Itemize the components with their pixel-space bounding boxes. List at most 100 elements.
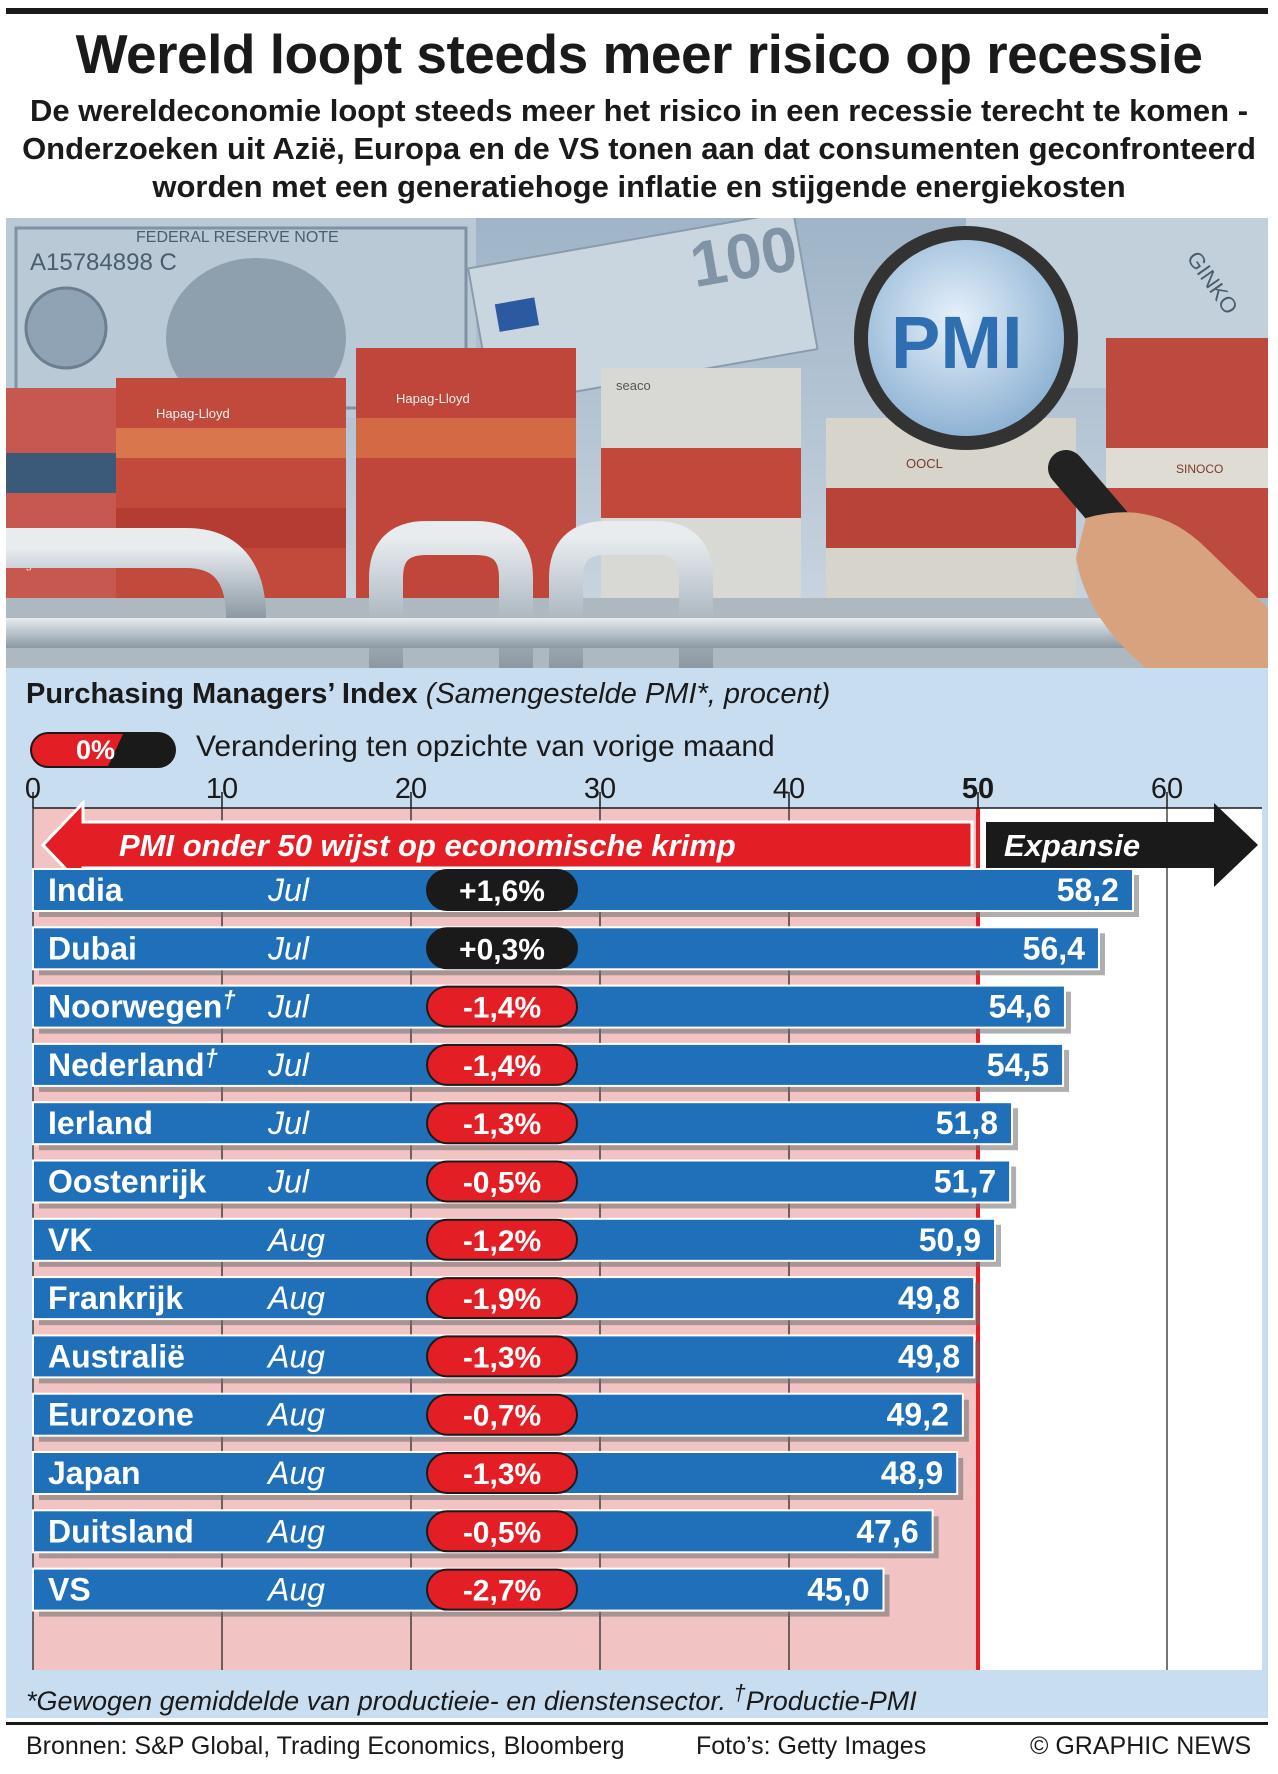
container-label-3: seaco — [616, 378, 651, 393]
bar-month-label: Aug — [266, 1513, 325, 1549]
footnote-dagger: † — [733, 1680, 746, 1705]
header-photo: A15784898 C FEDERAL RESERVE NOTE 100 GIN… — [6, 218, 1268, 668]
container-label-4: OOCL — [906, 456, 943, 471]
bar-country-label: Frankrijk — [48, 1280, 183, 1316]
change-pill-label: -0,5% — [463, 1167, 541, 1200]
change-pill — [426, 869, 578, 911]
bar-country-label: Oostenrijk — [48, 1164, 206, 1200]
x-tick-label: 50 — [962, 773, 994, 805]
footnote: *Gewogen gemiddelde van productieie- en … — [26, 1680, 917, 1717]
photo-collage: A15784898 C FEDERAL RESERVE NOTE 100 GIN… — [6, 218, 1268, 668]
legend-pill-label: 0% — [76, 735, 116, 765]
legend-pill: 0% — [30, 732, 176, 768]
page-title: Wereld loopt steeds meer risico op reces… — [75, 23, 1203, 85]
bar-country-label: Duitsland — [48, 1513, 194, 1549]
chart-title: Purchasing Managers’ Index — [26, 678, 418, 710]
bar-month-label: Aug — [266, 1222, 325, 1258]
change-pill-label: -1,4% — [463, 1050, 541, 1083]
page-subtitle: De wereldeconomie loopt steeds meer het … — [22, 93, 1256, 204]
banknote-serial: A15784898 C — [30, 249, 177, 276]
brand-credit: © GRAPHIC NEWS — [1030, 1732, 1252, 1760]
bar-value-label: 56,4 — [1023, 930, 1085, 966]
chart-header: Purchasing Managers’ Index (Samengesteld… — [26, 678, 830, 711]
expansion-arrow-label: Expansie — [1004, 828, 1140, 863]
change-pill — [426, 1335, 578, 1378]
change-pill — [426, 1393, 578, 1436]
bar-country-label: Eurozone — [48, 1397, 194, 1433]
change-pill — [426, 1160, 578, 1203]
bar-country-label: Noorwegen† — [48, 987, 236, 1025]
change-pill-label: -2,7% — [463, 1575, 541, 1608]
bar-value-label: 45,0 — [807, 1572, 869, 1608]
bar-month-label: Aug — [266, 1572, 325, 1608]
bar-country-label: India — [48, 872, 123, 908]
bar-country-label: Ierland — [48, 1105, 153, 1141]
bar — [32, 868, 1134, 912]
change-pill-label: -1,3% — [463, 1108, 541, 1141]
bar-month-label: Jul — [267, 930, 310, 966]
bar-country-label: Nederland† — [48, 1045, 218, 1083]
pipelines — [6, 521, 1268, 668]
change-pill — [426, 1510, 578, 1553]
bar-value-label: 49,8 — [898, 1280, 960, 1316]
bar-country-label: Dubai — [48, 930, 137, 966]
bar-month-label: Aug — [266, 1455, 325, 1491]
bar-value-label: 51,7 — [934, 1164, 996, 1200]
change-pill-label: -1,2% — [463, 1225, 541, 1258]
x-tick-label: 60 — [1151, 773, 1183, 805]
change-pill — [426, 1102, 578, 1145]
change-pill-label: -0,7% — [463, 1400, 541, 1433]
bar-month-label: Aug — [266, 1397, 325, 1433]
bar-value-label: 47,6 — [856, 1513, 918, 1549]
container-label-5: SINOCO — [1176, 462, 1223, 476]
bar-value-label: 49,8 — [898, 1338, 960, 1374]
change-pill — [426, 1452, 578, 1494]
bar-value-label: 50,9 — [919, 1222, 981, 1258]
bar-value-label: 54,6 — [989, 989, 1051, 1025]
change-pill — [426, 1568, 578, 1611]
expansion-arrow — [986, 803, 1258, 887]
container-label-1: Hapag-Lloyd — [156, 406, 230, 421]
magnifying-glass-icon: PMI — [854, 226, 1268, 668]
change-pill — [426, 927, 578, 970]
change-pill-label: -1,4% — [463, 992, 541, 1025]
photo-credit: Foto’s: Getty Images — [696, 1732, 927, 1760]
change-pill-label: -1,9% — [463, 1283, 541, 1316]
contraction-arrow-label: PMI onder 50 wijst op economische krimp — [119, 828, 736, 863]
sources: Bronnen: S&P Global, Trading Economics, … — [26, 1732, 625, 1760]
bar-month-label: Aug — [266, 1338, 325, 1374]
x-tick-label: 20 — [395, 773, 427, 805]
change-pill-label: +0,3% — [459, 933, 545, 966]
footnote-main: *Gewogen gemiddelde van productieie- en … — [26, 1686, 726, 1716]
bar-value-label: 54,5 — [987, 1047, 1049, 1083]
banknote-federal: FEDERAL RESERVE NOTE — [136, 229, 339, 246]
x-tick-label: 40 — [773, 773, 805, 805]
x-tick-label: 30 — [584, 773, 616, 805]
change-pill — [426, 1277, 578, 1320]
bar-month-label: Jul — [267, 989, 310, 1025]
change-pill-label: +1,6% — [459, 875, 545, 908]
bar-value-label: 49,2 — [887, 1397, 949, 1433]
bar-month-label: Jul — [267, 1047, 310, 1083]
x-tick-label: 10 — [206, 773, 238, 805]
bar-country-label: VK — [48, 1222, 92, 1258]
bar-country-label: VS — [48, 1572, 91, 1608]
bar-value-label: 51,8 — [936, 1105, 998, 1141]
chart-subtitle: (Samengestelde PMI*, procent) — [425, 678, 831, 710]
magnifier-text: PMI — [891, 301, 1023, 384]
change-pill — [426, 1043, 578, 1086]
bar-value-label: 58,2 — [1057, 872, 1119, 908]
x-tick-label: 0 — [25, 773, 41, 805]
bar-country-label: Japan — [48, 1455, 140, 1491]
footnote-dagger-text: Productie-PMI — [745, 1686, 917, 1716]
legend-text: Verandering ten opzichte van vorige maan… — [196, 730, 775, 763]
top-rule — [6, 8, 1268, 14]
change-pill — [426, 985, 578, 1028]
change-pill-label: -1,3% — [463, 1458, 541, 1491]
bar-month-label: Jul — [267, 872, 310, 908]
bar-month-label: Jul — [267, 1105, 310, 1141]
container-label-2: Hapag-Lloyd — [396, 391, 470, 406]
bar-month-label: Jul — [267, 1164, 310, 1200]
bottom-rule — [6, 1722, 1268, 1725]
